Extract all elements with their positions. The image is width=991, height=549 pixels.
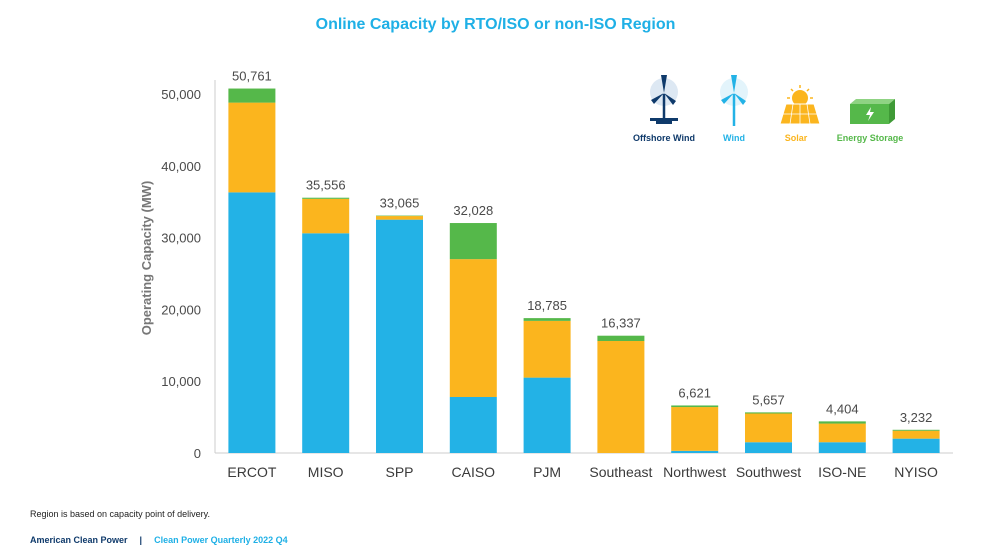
x-tick-label-northwest: Northwest [663,464,726,480]
bar-spp-wind [376,219,423,453]
bar-iso-ne-energy-storage [818,421,866,424]
chart-legend: Offshore Wind Wind [633,75,903,143]
bar-northwest-solar [671,407,719,451]
chart-title: Online Capacity by RTO/ISO or non-ISO Re… [315,16,676,33]
x-tick-label-southeast: Southeast [589,464,652,480]
legend-label-energy-storage: Energy Storage [837,133,904,143]
bar-nyiso-wind [892,438,940,453]
battery-icon [850,99,895,124]
footer-report: Clean Power Quarterly 2022 Q4 [154,535,288,545]
total-label-northwest: 6,621 [678,385,711,400]
legend-item-energy-storage: Energy Storage [837,99,904,143]
bar-pjm-wind [523,377,571,453]
total-label-southwest: 5,657 [752,392,785,407]
legend-label-offshore-wind: Offshore Wind [633,133,695,143]
bar-southwest-wind [745,442,792,453]
x-tick-label-pjm: PJM [533,464,561,480]
bar-southwest-solar [745,413,792,443]
bar-miso-solar [302,198,350,234]
bar-nyiso-energy-storage [892,429,940,431]
bar-pjm-solar [523,320,571,378]
x-tick-label-southwest: Southwest [736,464,801,480]
bar-ercot-wind [228,192,276,453]
bar-pjm-energy-storage [523,318,571,321]
legend-label-solar: Solar [785,133,808,143]
solar-panel-icon [779,85,821,125]
total-label-pjm: 18,785 [527,298,567,313]
bar-ercot-energy-storage [228,88,276,103]
bar-southwest-energy-storage [745,412,792,414]
bar-nyiso-solar [892,430,940,439]
y-tick-label: 30,000 [161,231,201,246]
x-tick-label-ercot: ERCOT [227,464,276,480]
footnote: Region is based on capacity point of del… [30,509,210,519]
y-tick-label: 0 [194,446,201,461]
wind-turbine-icon [720,75,748,126]
bar-caiso-solar [449,259,497,397]
x-tick-label-nyiso: NYISO [894,464,938,480]
y-axis-label: Operating Capacity (MW) [139,181,154,336]
footer: American Clean Power | Clean Power Quarter… [30,535,288,545]
x-tick-label-spp: SPP [385,464,413,480]
bar-northwest-wind [671,450,719,453]
x-tick-label-caiso: CAISO [452,464,496,480]
bar-caiso-wind [449,396,497,453]
bar-iso-ne-wind [818,442,866,453]
bar-miso-energy-storage [302,197,350,199]
total-label-nyiso: 3,232 [900,410,933,425]
legend-item-wind: Wind [720,75,748,143]
total-label-southeast: 16,337 [601,316,641,331]
footer-separator: | [139,535,143,545]
bar-miso-wind [302,233,350,453]
total-label-caiso: 32,028 [453,203,493,218]
y-tick-label: 20,000 [161,302,201,317]
footer-org: American Clean Power [30,535,128,545]
bar-northwest-energy-storage [671,405,719,408]
legend-label-wind: Wind [723,133,745,143]
legend-item-offshore-wind: Offshore Wind [633,75,695,143]
total-label-spp: 33,065 [380,196,420,211]
y-tick-label: 10,000 [161,374,201,389]
x-tick-label-iso-ne: ISO-NE [818,464,866,480]
total-label-iso-ne: 4,404 [826,401,859,416]
x-tick-label-miso: MISO [308,464,344,480]
bar-southeast-energy-storage [597,335,645,341]
legend-item-solar: Solar [779,85,821,143]
bar-iso-ne-solar [818,423,866,443]
bar-spp-solar [376,216,423,220]
y-tick-label: 40,000 [161,159,201,174]
total-label-miso: 35,556 [306,178,346,193]
offshore-wind-icon [650,75,678,124]
total-label-ercot: 50,761 [232,69,272,84]
bar-ercot-solar [228,102,276,193]
bar-southeast-solar [597,340,645,453]
bar-caiso-energy-storage [449,223,497,260]
y-tick-label: 50,000 [161,87,201,102]
